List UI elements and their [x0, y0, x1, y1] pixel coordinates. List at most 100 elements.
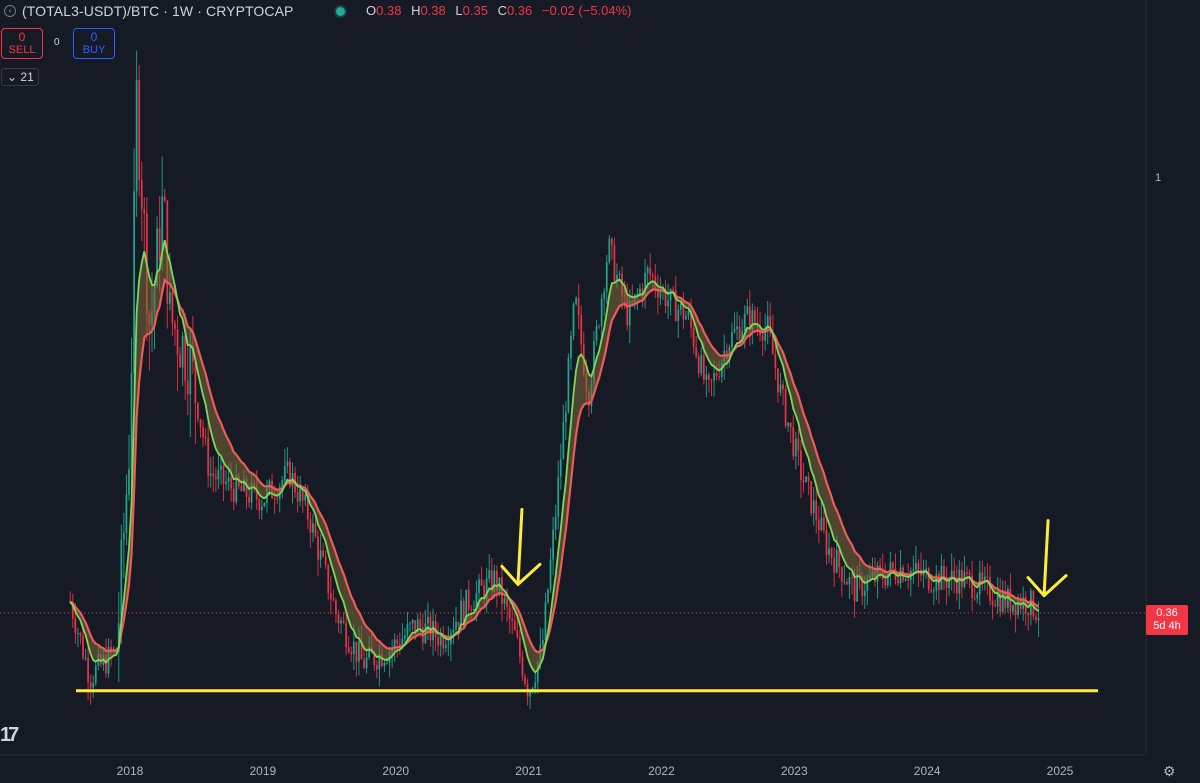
candle-body	[470, 609, 473, 611]
price-axis[interactable]: 1	[1155, 172, 1161, 184]
candle-body	[656, 288, 659, 298]
collapse-legend-button[interactable]: ‹	[4, 5, 16, 17]
candle-body	[628, 300, 631, 326]
chevron-down-icon: ⌄	[7, 70, 18, 84]
candle-body	[674, 290, 677, 321]
candle-body	[230, 477, 233, 489]
candle-body	[769, 316, 772, 333]
candle-body	[577, 298, 580, 316]
candle-body	[84, 657, 87, 659]
time-axis[interactable]: 2018 2019 2020 2021 2022 2023 2024 2025	[117, 764, 1074, 778]
candle-body	[138, 80, 141, 180]
candle-body	[176, 329, 179, 355]
candle-body	[779, 384, 782, 393]
candle-body	[179, 354, 181, 368]
candle-body	[140, 179, 143, 210]
candle-body	[508, 607, 511, 620]
candle-body	[74, 618, 77, 634]
candle-body	[125, 494, 128, 534]
candle-body	[455, 621, 457, 630]
candle-body	[1006, 588, 1009, 608]
candle-body	[595, 326, 598, 342]
candle-body	[777, 368, 779, 393]
arrow-head	[1026, 574, 1068, 598]
candle-body	[156, 228, 158, 287]
candle-body	[815, 500, 818, 521]
x-tick-label: 2019	[250, 764, 277, 778]
candle-body	[273, 498, 276, 500]
candle-body	[329, 593, 332, 600]
candle-body	[797, 438, 800, 451]
candle-body	[536, 662, 539, 683]
candle-body	[299, 488, 302, 502]
candle-body	[981, 572, 984, 581]
candle-body	[830, 548, 833, 558]
buy-button[interactable]: 0 BUY	[73, 28, 115, 59]
candle-body	[794, 438, 797, 457]
candle-body	[506, 598, 509, 608]
candle-body	[427, 616, 429, 624]
bar-countdown: 5d 4h	[1153, 620, 1181, 632]
candle-body	[907, 578, 910, 580]
candle-body	[851, 577, 853, 579]
candle-body	[983, 576, 986, 581]
candle-body	[209, 473, 212, 476]
candle-body	[613, 244, 616, 282]
candle-body	[948, 579, 951, 589]
candle-body	[306, 494, 309, 520]
candle-body	[342, 620, 345, 623]
symbol-title[interactable]: (TOTAL3-USDT)/BTC · 1W · CRYPTOCAP	[22, 3, 294, 19]
candle-body	[766, 316, 769, 329]
candle-body	[529, 690, 532, 697]
candle-body	[161, 196, 164, 261]
candle-body	[363, 659, 365, 669]
indicators-toggle[interactable]: ⌄ 21	[1, 68, 39, 86]
candle-body	[130, 372, 133, 470]
candle-body	[557, 476, 560, 517]
candle-body	[204, 437, 207, 439]
candle-body	[552, 529, 554, 560]
indicators-count: 21	[20, 70, 34, 84]
candle-body	[800, 450, 802, 481]
annotation-arrow	[1026, 519, 1068, 598]
candle-body	[651, 274, 654, 277]
candle-body	[1035, 616, 1037, 620]
candle-body	[810, 481, 813, 514]
candle-body	[135, 80, 138, 192]
ohlc-high-label: H	[411, 3, 421, 18]
buy-label: BUY	[82, 44, 106, 56]
candle-body	[544, 602, 547, 640]
candle-body	[194, 361, 197, 404]
candle-body	[820, 517, 823, 531]
candle-body	[163, 196, 166, 201]
candle-body	[268, 480, 271, 488]
candle-body	[350, 651, 353, 655]
candle-body	[567, 357, 570, 413]
candle-body	[971, 575, 974, 599]
candle-body	[250, 483, 253, 503]
candle-body	[513, 620, 516, 631]
buy-count: 0	[90, 30, 98, 44]
candle-body	[899, 567, 902, 584]
candle-body	[332, 599, 335, 601]
candle-body	[411, 620, 414, 624]
annotations	[76, 507, 1098, 693]
candle-body	[202, 426, 204, 438]
candle-body	[406, 624, 409, 636]
candle-body	[263, 502, 266, 507]
candle-body	[927, 568, 930, 590]
market-status-icon[interactable]	[336, 7, 345, 16]
candle-body	[184, 335, 187, 381]
candle-body	[685, 315, 687, 320]
tradingview-logo[interactable]: 17	[0, 724, 19, 746]
gear-icon[interactable]: ⚙	[1163, 763, 1176, 779]
candle-body	[733, 329, 736, 332]
sell-button[interactable]: 0 SELL	[1, 28, 43, 59]
candle-body	[324, 556, 327, 565]
candle-body	[483, 585, 486, 600]
candle-body	[122, 533, 125, 540]
candle-body	[690, 311, 692, 328]
candle-body	[764, 328, 767, 341]
candles	[69, 50, 1040, 709]
